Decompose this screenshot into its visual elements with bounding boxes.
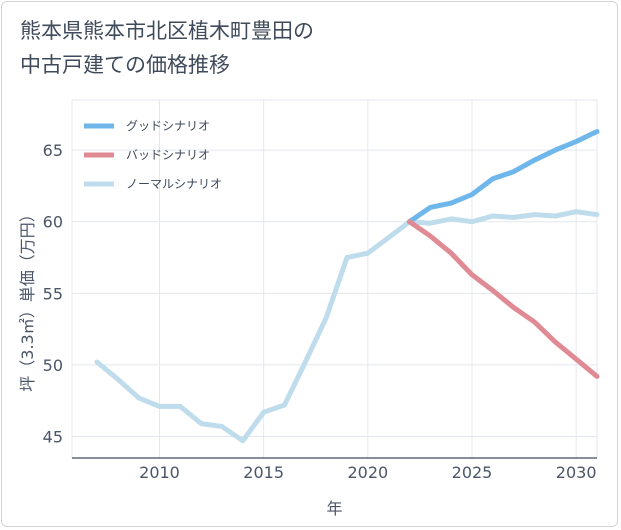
y-axis-label: 坪（3.3㎡）単価（万円）	[18, 206, 37, 391]
legend-label: グッドシナリオ	[126, 119, 210, 133]
x-tick-label: 2020	[347, 463, 388, 482]
chart-title: 熊本県熊本市北区植木町豊田の 中古戸建ての価格推移	[20, 19, 314, 77]
y-tick-label: 50	[43, 356, 63, 375]
legend-label: バッドシナリオ	[126, 148, 210, 162]
x-tick-label: 2025	[452, 463, 493, 482]
x-axis-label: 年	[326, 499, 342, 518]
grid-lines	[71, 99, 598, 459]
tick-labels: 2010 2015 2020 2025 2030 45 50 55 60 65	[43, 141, 597, 482]
series-line-2	[407, 219, 600, 379]
y-tick-label: 55	[43, 284, 63, 303]
y-tick-label: 60	[43, 213, 63, 232]
x-tick-label: 2015	[243, 463, 284, 482]
legend-label: ノーマルシナリオ	[126, 177, 222, 191]
series-line-3	[94, 209, 600, 444]
y-tick-label: 45	[43, 428, 63, 447]
x-tick-label: 2030	[556, 463, 597, 482]
series-lines	[94, 129, 600, 444]
series-line-1	[407, 129, 600, 225]
x-tick-label: 2010	[139, 463, 180, 482]
y-tick-label: 65	[43, 141, 63, 160]
